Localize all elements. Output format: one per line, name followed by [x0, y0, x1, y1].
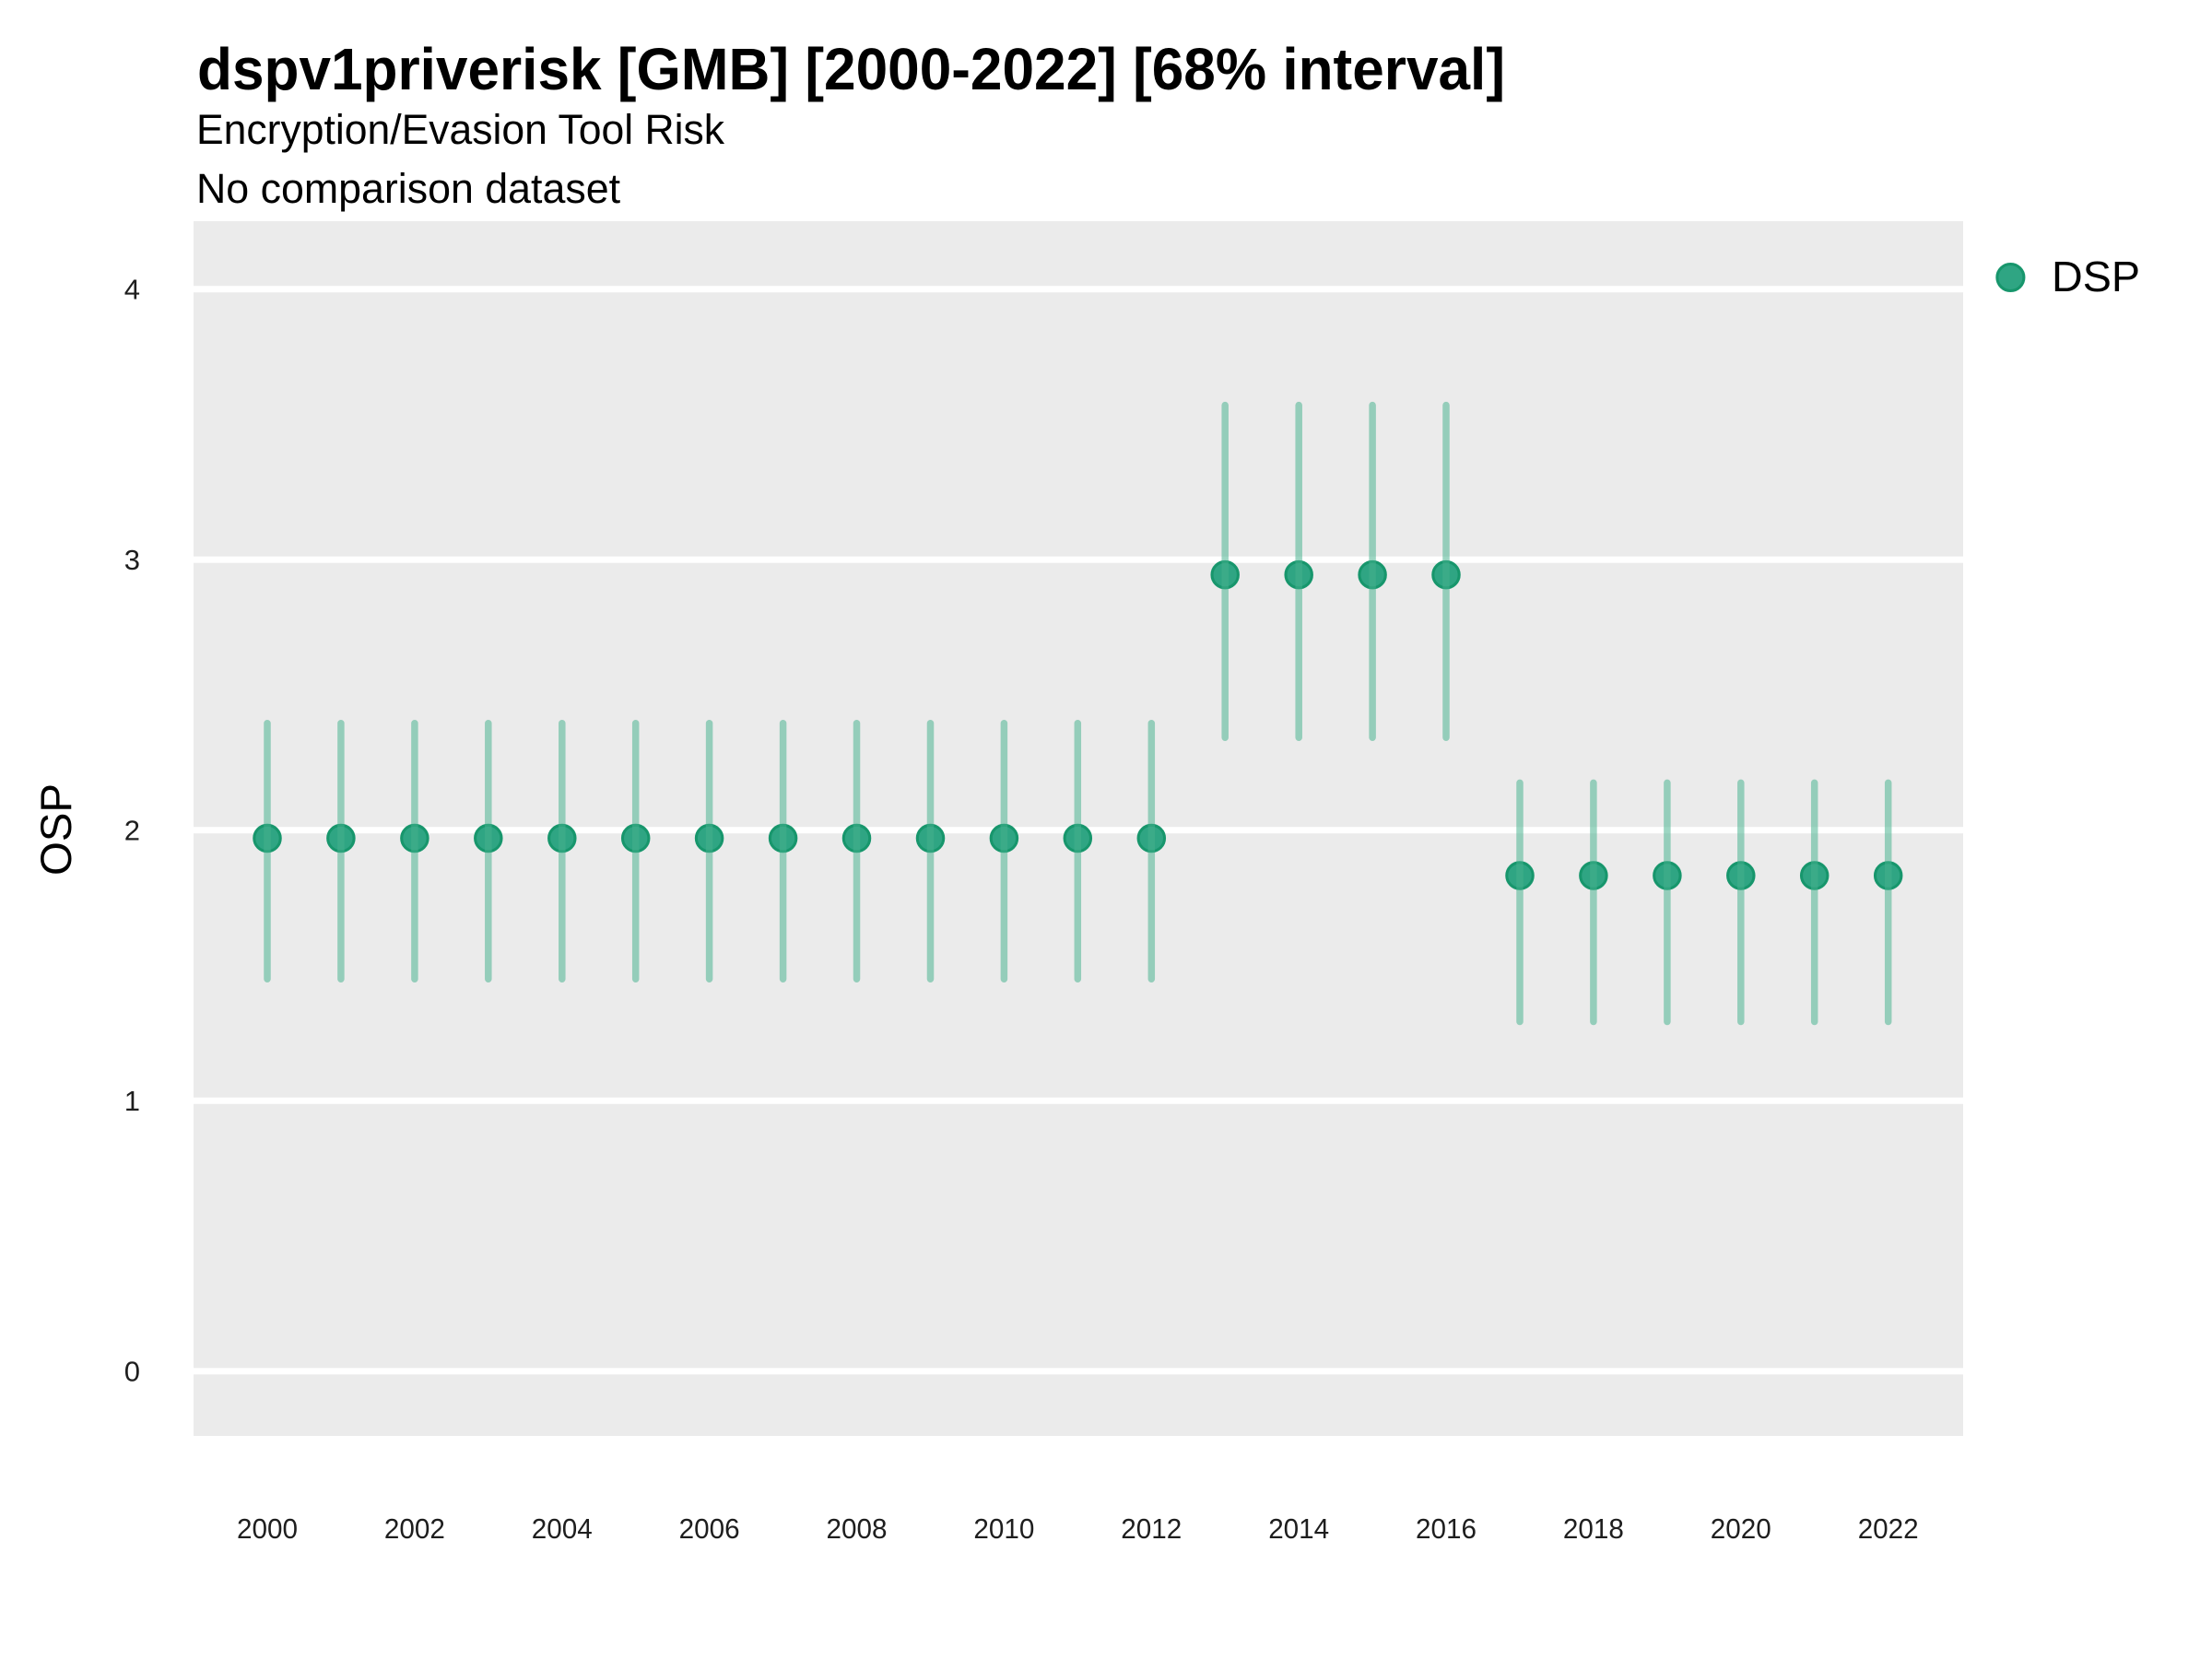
- svg-text:2018: 2018: [1563, 1512, 1624, 1545]
- svg-text:2: 2: [124, 815, 140, 847]
- svg-text:Encryption/Evasion Tool Risk: Encryption/Evasion Tool Risk: [196, 106, 724, 153]
- svg-text:2014: 2014: [1268, 1512, 1329, 1545]
- svg-text:2000: 2000: [237, 1512, 298, 1545]
- svg-text:2016: 2016: [1416, 1512, 1477, 1545]
- svg-text:DSP: DSP: [2052, 253, 2140, 300]
- svg-text:No comparison dataset: No comparison dataset: [196, 165, 620, 212]
- svg-text:1: 1: [124, 1085, 140, 1117]
- svg-text:2002: 2002: [384, 1512, 445, 1545]
- svg-text:2008: 2008: [827, 1512, 888, 1545]
- svg-text:dspv1priverisk [GMB] [2000-202: dspv1priverisk [GMB] [2000-2022] [68% in…: [197, 36, 1505, 102]
- svg-text:4: 4: [124, 274, 140, 306]
- svg-text:0: 0: [124, 1356, 140, 1388]
- svg-text:3: 3: [124, 544, 140, 576]
- svg-text:2012: 2012: [1121, 1512, 1182, 1545]
- svg-text:OSP: OSP: [31, 783, 80, 876]
- svg-text:2020: 2020: [1711, 1512, 1771, 1545]
- svg-text:2006: 2006: [679, 1512, 740, 1545]
- svg-text:2022: 2022: [1858, 1512, 1919, 1545]
- svg-text:2004: 2004: [532, 1512, 593, 1545]
- svg-text:2010: 2010: [973, 1512, 1034, 1545]
